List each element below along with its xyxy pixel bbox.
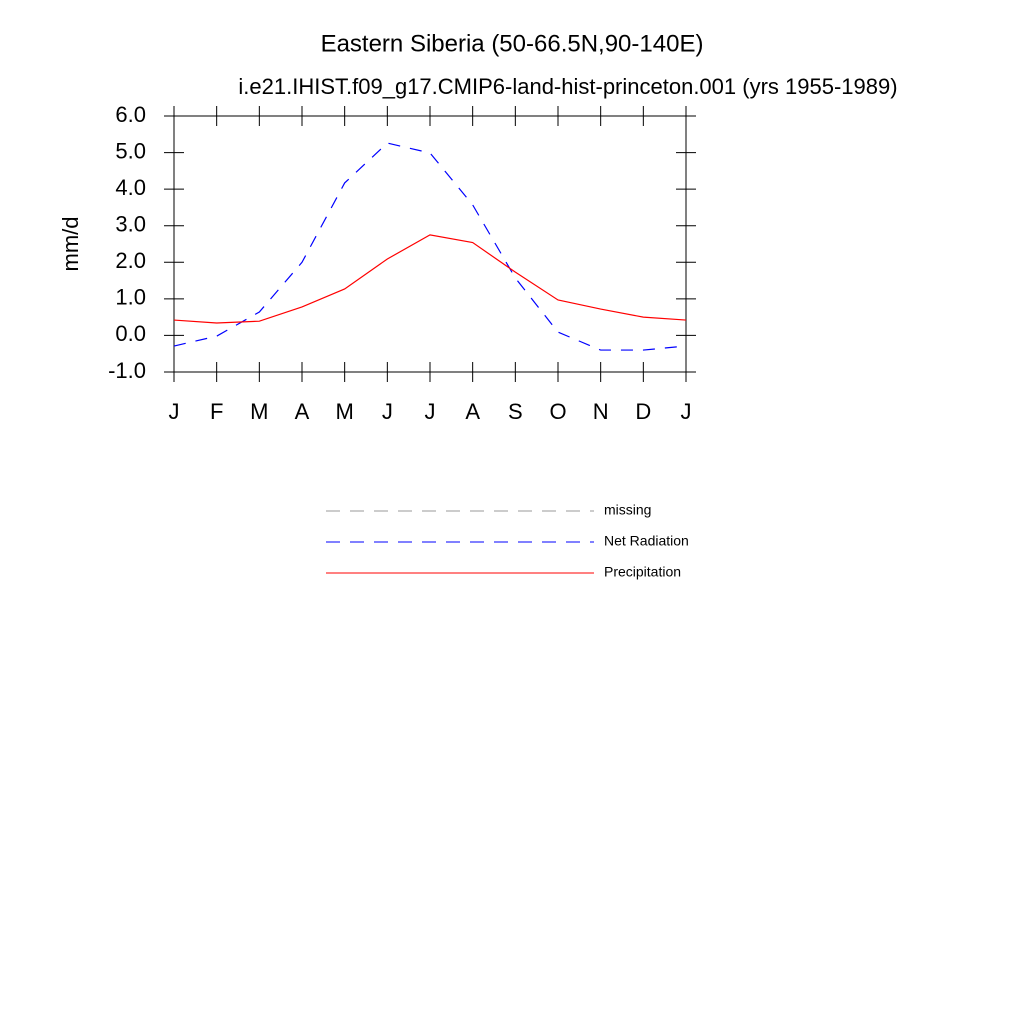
y-tick-label: 5.0 — [115, 138, 146, 163]
x-tick-label: O — [549, 399, 566, 424]
x-tick-label: J — [169, 399, 180, 424]
x-tick-label: S — [508, 399, 523, 424]
series-line — [173, 234, 687, 324]
y-tick-label: 0.0 — [115, 321, 146, 346]
series-line — [173, 142, 687, 351]
y-tick-label: 6.0 — [115, 102, 146, 127]
x-tick-label: A — [465, 399, 480, 424]
x-tick-label: F — [210, 399, 223, 424]
x-tick-label: A — [295, 399, 310, 424]
x-tick-label: D — [635, 399, 651, 424]
y-tick-label: 4.0 — [115, 175, 146, 200]
chart-title: Eastern Siberia (50-66.5N,90-140E) — [321, 30, 704, 57]
y-tick-label: 3.0 — [115, 212, 146, 237]
y-tick-label: -1.0 — [108, 358, 146, 383]
x-tick-label: M — [250, 399, 268, 424]
legend-label: Net Radiation — [604, 533, 689, 549]
x-tick-label: J — [425, 399, 436, 424]
x-tick-label: N — [593, 399, 609, 424]
x-tick-label: M — [336, 399, 354, 424]
legend-label: Precipitation — [604, 564, 681, 580]
plot-frame — [173, 115, 687, 373]
x-tick-label: J — [382, 399, 393, 424]
x-tick-label: J — [681, 399, 692, 424]
y-tick-label: 2.0 — [115, 248, 146, 273]
y-tick-label: 1.0 — [115, 285, 146, 310]
y-axis-label: mm/d — [58, 217, 83, 272]
legend-label: missing — [604, 502, 651, 518]
chart-subtitle: i.e21.IHIST.f09_g17.CMIP6-land-hist-prin… — [238, 74, 897, 99]
